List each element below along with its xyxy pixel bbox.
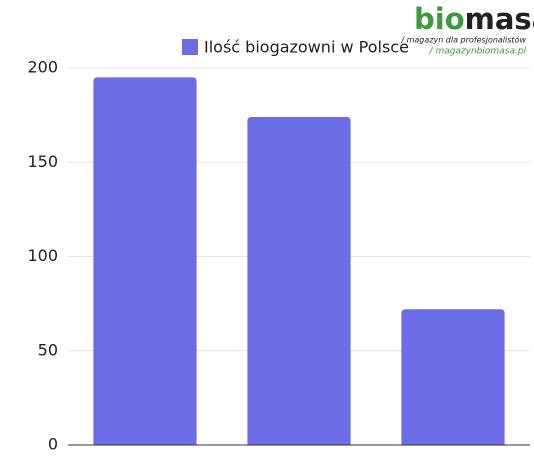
bar bbox=[93, 77, 197, 446]
logo-url: / magazynbiomasa.pl bbox=[429, 47, 527, 57]
y-tick-label: 0 bbox=[48, 435, 58, 454]
bar bbox=[401, 309, 505, 445]
logo-tagline: / magazyn dla profesjonalistów bbox=[400, 35, 526, 45]
logo: biomasa bbox=[414, 2, 534, 36]
logo-masa: masa bbox=[465, 2, 534, 36]
bar bbox=[247, 117, 351, 445]
logo-bio: bio bbox=[414, 2, 465, 36]
y-tick-label: 100 bbox=[27, 246, 58, 265]
legend-label: Ilość biogazowni w Polsce bbox=[204, 38, 409, 57]
y-tick-label: 150 bbox=[27, 152, 58, 171]
y-tick-label: 200 bbox=[27, 58, 58, 77]
legend-swatch bbox=[182, 39, 198, 55]
y-tick-label: 50 bbox=[38, 340, 58, 359]
